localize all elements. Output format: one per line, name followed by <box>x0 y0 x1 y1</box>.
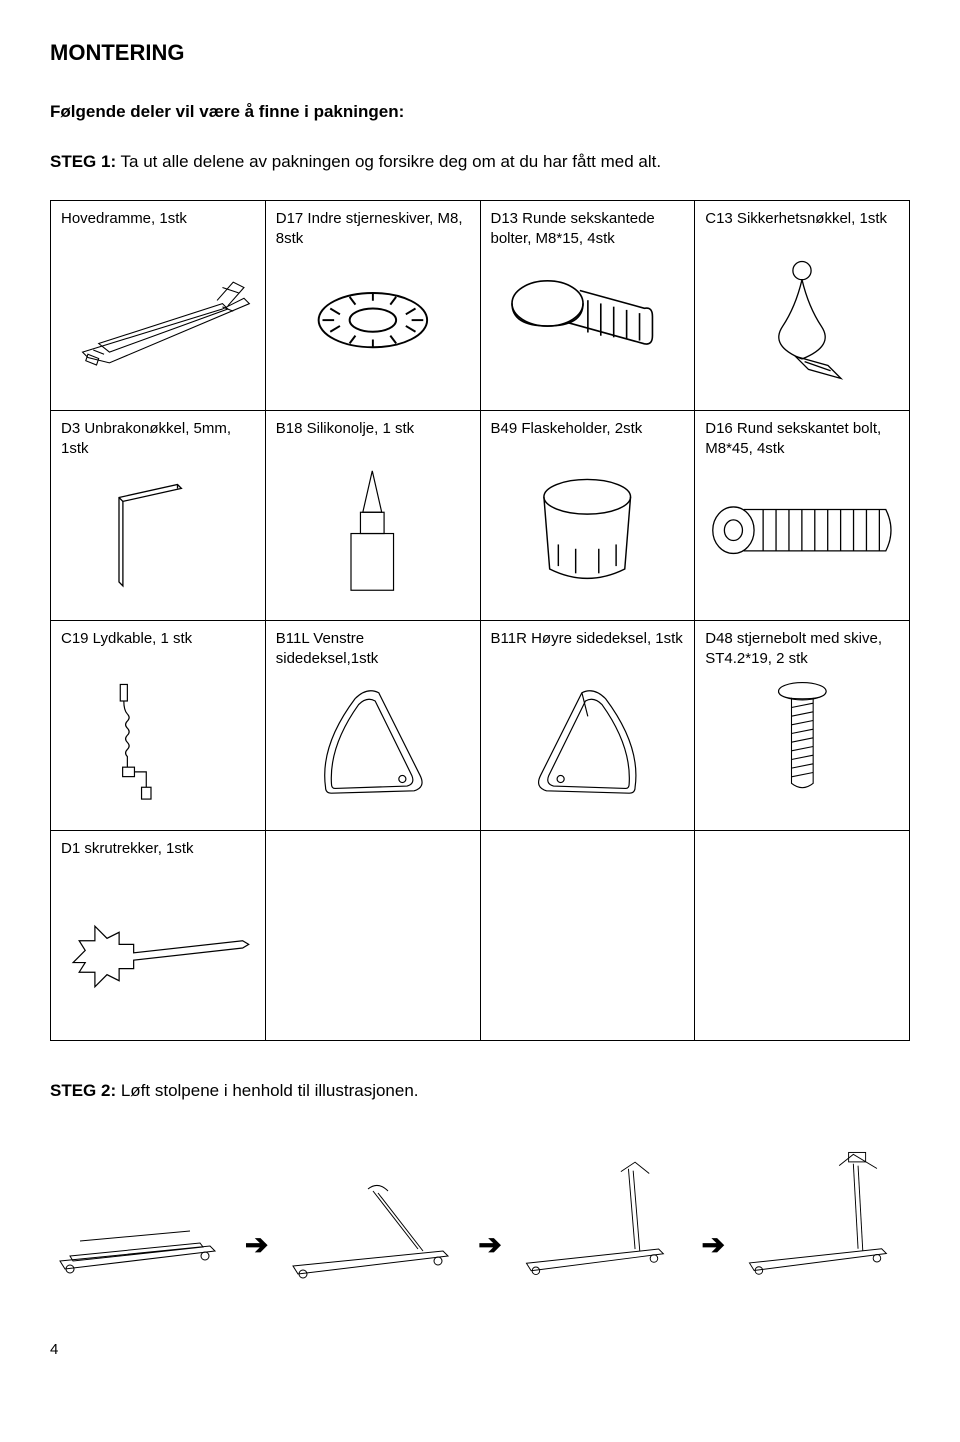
cell-label: D1 skrutrekker, 1stk <box>61 839 255 879</box>
cell-hovedramme: Hovedramme, 1stk <box>51 201 266 411</box>
screw-washer-icon <box>705 675 899 805</box>
safety-key-icon <box>705 255 899 385</box>
cell-label: Hovedramme, 1stk <box>61 209 255 249</box>
cell-label: D3 Unbrakonøkkel, 5mm, 1stk <box>61 419 255 459</box>
table-row: C19 Lydkable, 1 stk B11L Venstre sidedek… <box>51 621 910 831</box>
subtitle: Følgende deler vil være å finne i paknin… <box>50 102 910 122</box>
cell-label: D48 stjernebolt med skive, ST4.2*19, 2 s… <box>705 629 899 669</box>
cell-label: C13 Sikkerhetsnøkkel, 1stk <box>705 209 899 249</box>
treadmill-fold-2-icon <box>283 1171 463 1281</box>
cell-label: D16 Rund sekskantet bolt, M8*45, 4stk <box>705 419 899 459</box>
cell-d17: D17 Indre stjerneskiver, M8, 8stk <box>265 201 480 411</box>
cell-c19: C19 Lydkable, 1 stk <box>51 621 266 831</box>
allen-key-icon <box>61 465 255 595</box>
illustration-row: ➔ ➔ ➔ <box>50 1141 910 1281</box>
cell-label: D13 Runde sekskantede bolter, M8*15, 4st… <box>491 209 685 249</box>
table-row: Hovedramme, 1stk D17 Indre stjerneskiver… <box>51 201 910 411</box>
bolt-short-icon <box>491 255 685 385</box>
oil-bottle-icon <box>276 465 470 595</box>
star-washer-icon <box>276 255 470 385</box>
audio-cable-icon <box>61 675 255 805</box>
arrow-icon: ➔ <box>702 1228 725 1281</box>
cell-empty <box>480 831 695 1041</box>
cell-c13: C13 Sikkerhetsnøkkel, 1stk <box>695 201 910 411</box>
cell-label: D17 Indre stjerneskiver, M8, 8stk <box>276 209 470 249</box>
arrow-icon: ➔ <box>478 1228 501 1281</box>
right-cover-icon <box>491 675 685 805</box>
table-row: D1 skrutrekker, 1stk <box>51 831 910 1041</box>
treadmill-fold-1-icon <box>50 1201 230 1281</box>
cell-label <box>276 839 470 879</box>
page-title: MONTERING <box>50 40 910 66</box>
step-2-text: Løft stolpene i henhold til illustrasjon… <box>116 1081 418 1100</box>
step-1-line: STEG 1: Ta ut alle delene av pakningen o… <box>50 152 910 172</box>
cell-empty <box>695 831 910 1041</box>
cell-b11l: B11L Venstre sidedeksel,1stk <box>265 621 480 831</box>
cell-d48: D48 stjernebolt med skive, ST4.2*19, 2 s… <box>695 621 910 831</box>
cell-label: B49 Flaskeholder, 2stk <box>491 419 685 459</box>
table-row: D3 Unbrakonøkkel, 5mm, 1stk B18 Silikono… <box>51 411 910 621</box>
cell-d3: D3 Unbrakonøkkel, 5mm, 1stk <box>51 411 266 621</box>
step-2-line: STEG 2: Løft stolpene i henhold til illu… <box>50 1081 910 1101</box>
treadmill-fold-3-icon <box>517 1151 687 1281</box>
left-cover-icon <box>276 675 470 805</box>
parts-table: Hovedramme, 1stk D17 Indre stjerneskiver… <box>50 200 910 1041</box>
cell-label: B18 Silikonolje, 1 stk <box>276 419 470 459</box>
bottle-holder-icon <box>491 465 685 595</box>
step-1-text: Ta ut alle delene av pakningen og forsik… <box>116 152 661 171</box>
cell-label: B11R Høyre sidedeksel, 1stk <box>491 629 685 669</box>
step-2-label: STEG 2: <box>50 1081 116 1100</box>
hovedramme-icon <box>61 255 255 385</box>
cell-d13: D13 Runde sekskantede bolter, M8*15, 4st… <box>480 201 695 411</box>
screwdriver-icon <box>61 885 255 1015</box>
cell-label: C19 Lydkable, 1 stk <box>61 629 255 669</box>
cell-b11r: B11R Høyre sidedeksel, 1stk <box>480 621 695 831</box>
cell-d16: D16 Rund sekskantet bolt, M8*45, 4stk <box>695 411 910 621</box>
page-number: 4 <box>50 1341 910 1358</box>
arrow-icon: ➔ <box>245 1228 268 1281</box>
cell-label <box>491 839 685 879</box>
treadmill-fold-4-icon <box>740 1141 910 1281</box>
cell-b49: B49 Flaskeholder, 2stk <box>480 411 695 621</box>
cell-label: B11L Venstre sidedeksel,1stk <box>276 629 470 669</box>
cell-d1: D1 skrutrekker, 1stk <box>51 831 266 1041</box>
cell-label <box>705 839 899 879</box>
bolt-long-icon <box>705 465 899 595</box>
cell-empty <box>265 831 480 1041</box>
step-1-label: STEG 1: <box>50 152 116 171</box>
cell-b18: B18 Silikonolje, 1 stk <box>265 411 480 621</box>
